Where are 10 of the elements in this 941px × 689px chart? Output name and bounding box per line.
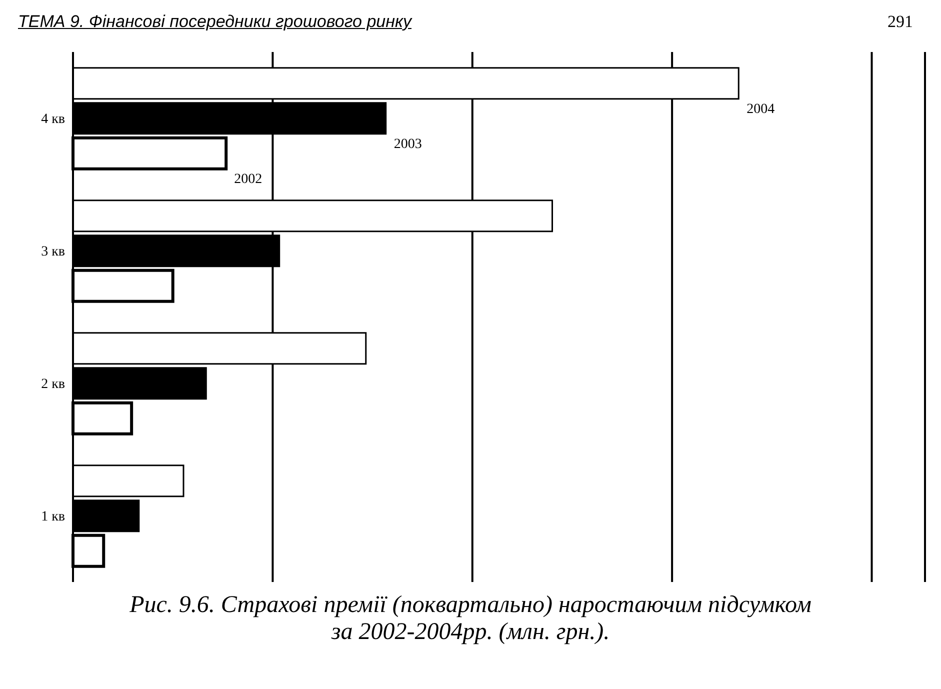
y-tick-label: 2 кв [41, 377, 66, 392]
y-tick-label: 4 кв [41, 112, 66, 128]
text: 291 [888, 12, 913, 32]
text: Рис. 9.6. Страхові премії (поквартально) наростаючим підсумком за 2002-2004рр. (млн. грн.). [128, 592, 812, 646]
series-label: 2002 [234, 172, 262, 187]
text: ТЕМА 9. Фінансові посередники грошового ринку [18, 12, 412, 32]
series-label: 2004 [746, 102, 775, 117]
y-tick-label: 3 кв [41, 244, 66, 260]
y-tick-label: 1 кв [41, 510, 66, 525]
series-label: 2003 [394, 136, 422, 152]
